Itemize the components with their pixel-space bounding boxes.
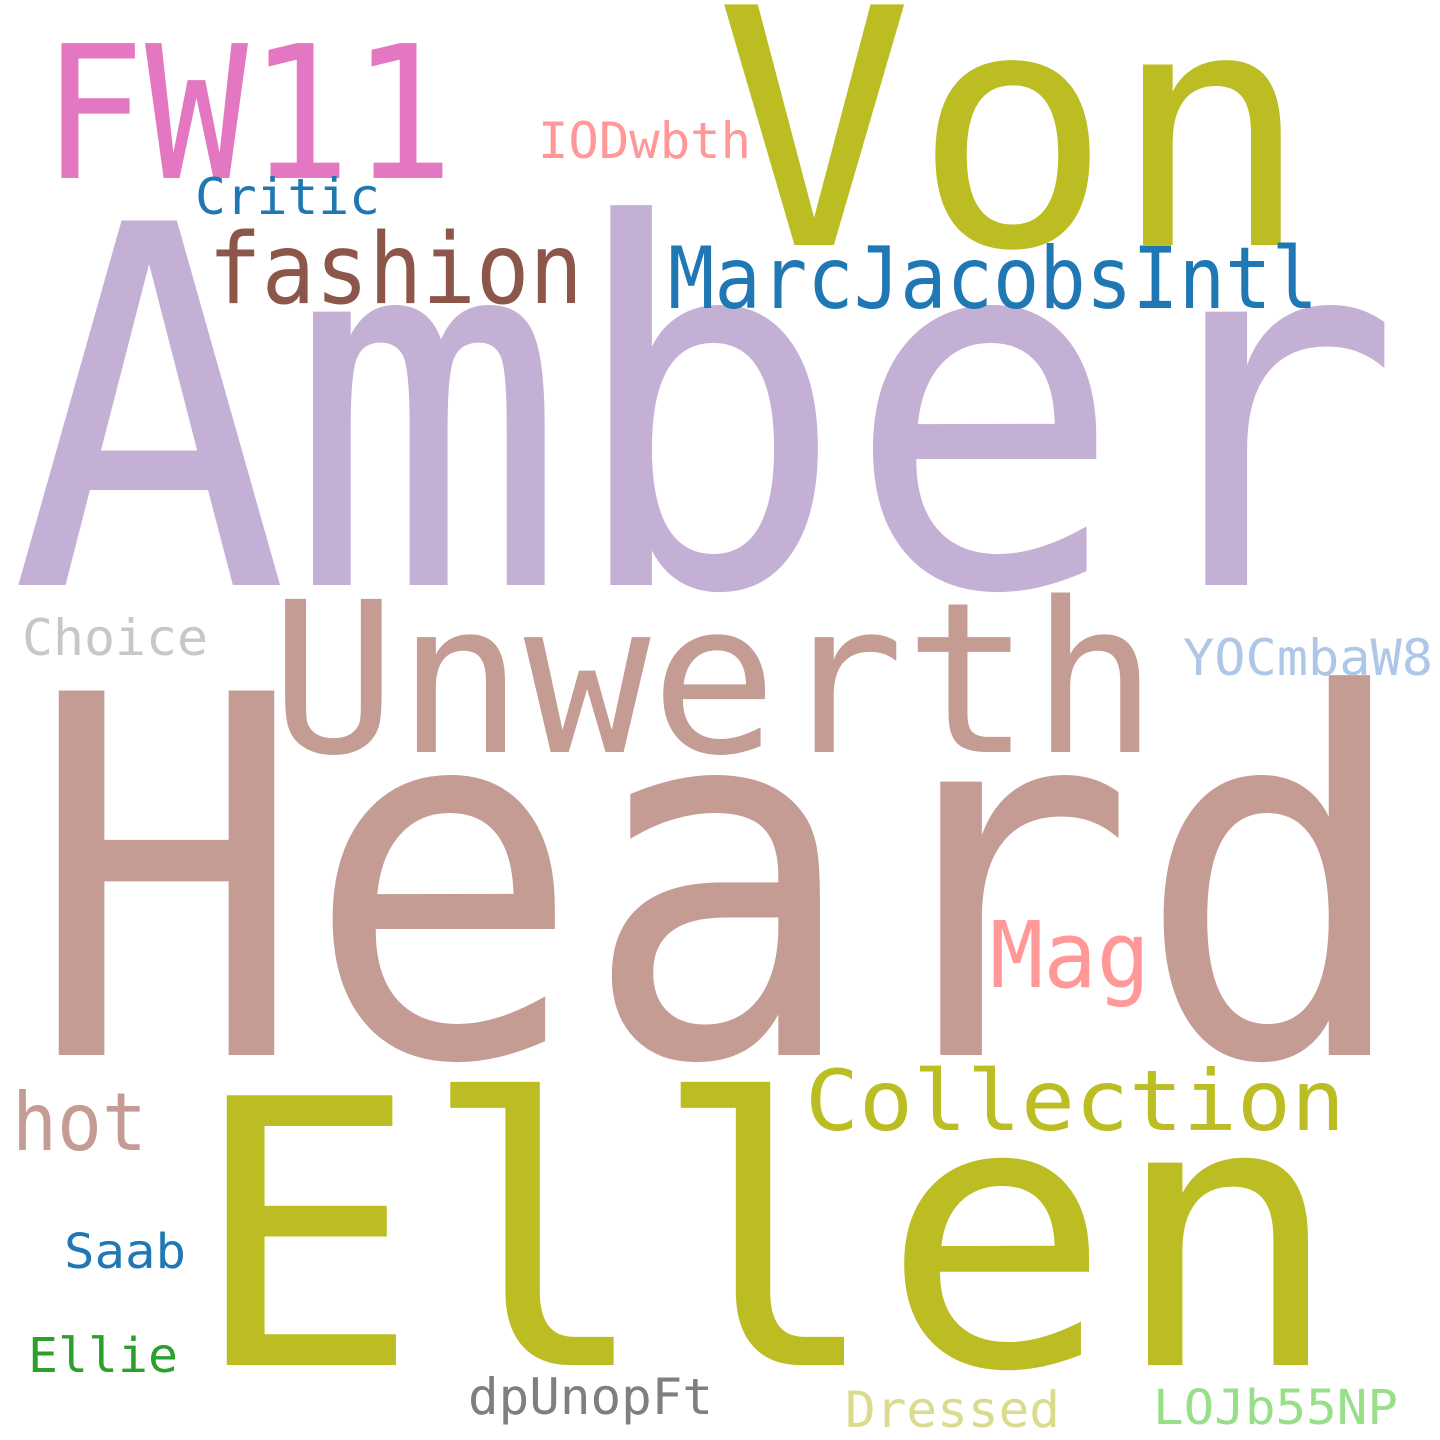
word-dressed-text: Dressed <box>845 1383 1060 1439</box>
word-dpunopft-text: dpUnopFt <box>468 1370 713 1426</box>
word-collection-text: Collection <box>805 1060 1345 1140</box>
word-hot-text: hot <box>12 1085 147 1165</box>
word-ellen: Ellen <box>0 1040 1440 1380</box>
word-amber-text: Amber <box>10 200 1402 620</box>
word-saab-text: Saab <box>64 1225 186 1280</box>
word-unwerth: Unwerth <box>0 570 1440 770</box>
word-marcjacobsintl: MarcJacobsIntl <box>0 240 1440 320</box>
word-choice-text: Choice <box>22 609 208 667</box>
word-fashion-text: fashion <box>208 220 583 320</box>
word-mag-text: Mag <box>990 915 1150 1009</box>
word-critic: Critic <box>0 170 420 225</box>
word-fw11: FW11 <box>0 0 500 200</box>
word-fashion: fashion <box>0 220 620 320</box>
word-ellen-text: Ellen <box>190 1040 1342 1380</box>
word-lojb55np-text: LOJb55NP <box>1153 1382 1398 1436</box>
word-iodwbth: IODwbth <box>0 110 800 170</box>
word-unwerth-text: Unwerth <box>270 570 1158 770</box>
word-heard: Heard <box>0 660 1440 1080</box>
word-choice: Choice <box>0 608 260 668</box>
word-ellie: Ellie <box>0 1328 260 1383</box>
word-lojb55np: LOJb55NP <box>0 1382 1440 1437</box>
word-von: Von <box>0 0 1440 260</box>
word-yocmbaw8: YOCmbaW8 <box>0 628 1440 688</box>
word-dressed: Dressed <box>0 1383 1100 1440</box>
word-collection: Collection <box>0 1060 1440 1140</box>
word-hot: hot <box>0 1085 300 1165</box>
word-heard-text: Heard <box>28 660 1413 1080</box>
word-mag: Mag <box>0 915 1440 1010</box>
word-critic-text: Critic <box>195 170 380 225</box>
word-dpunopft: dpUnopFt <box>0 1370 760 1430</box>
word-marcjacobsintl-text: MarcJacobsIntl <box>668 240 1318 320</box>
word-saab: Saab <box>0 1225 260 1280</box>
word-ellie-text: Ellie <box>28 1328 178 1383</box>
word-amber: Amber <box>0 200 1440 620</box>
word-von-text: Von <box>715 0 1310 260</box>
word-iodwbth-text: IODwbth <box>538 112 751 170</box>
word-fw11-text: FW11 <box>42 6 454 200</box>
word-yocmbaw8-text: YOCmbaW8 <box>1183 629 1433 687</box>
